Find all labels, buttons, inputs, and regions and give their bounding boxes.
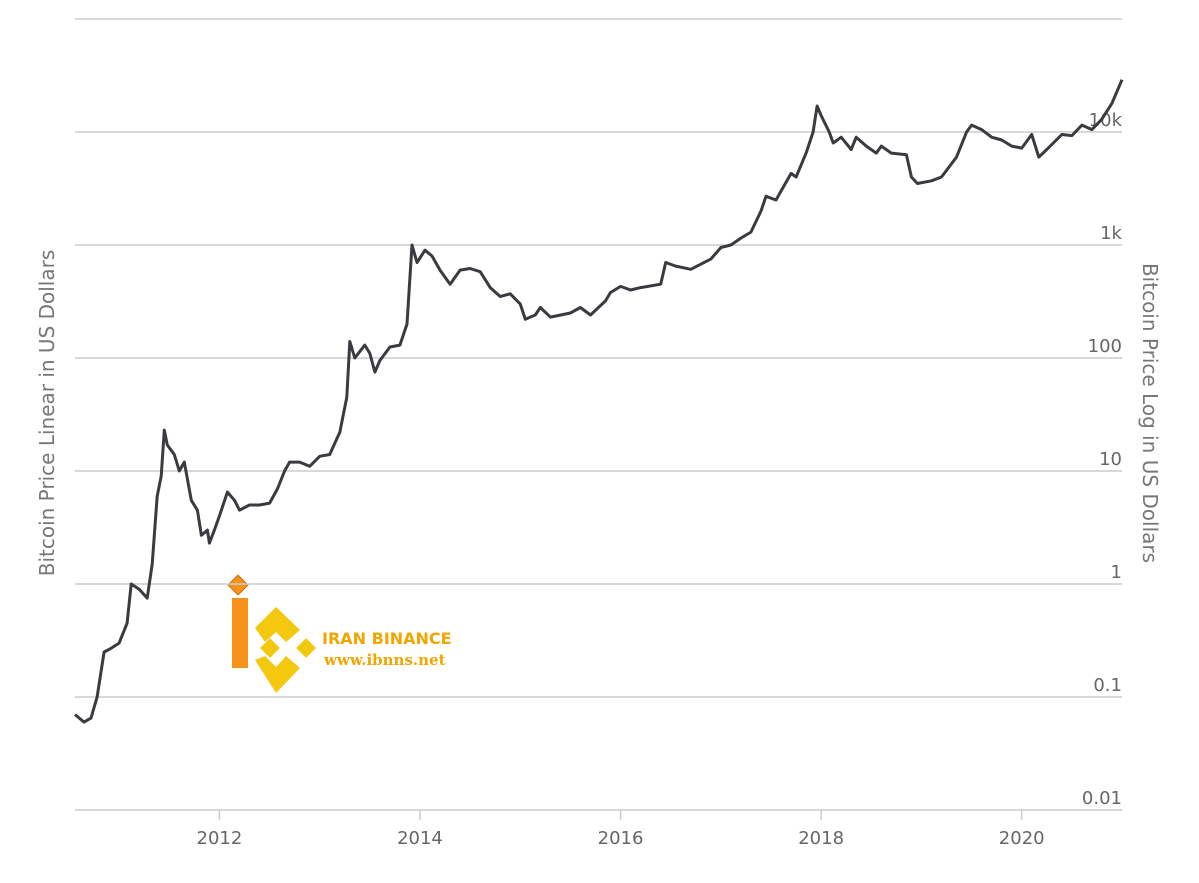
x-tick-label: 2020 [999, 828, 1045, 849]
x-tick-label: 2012 [197, 828, 243, 849]
y-tick-label: 1 [1111, 562, 1122, 583]
logo-shape [255, 656, 300, 693]
watermark: IRAN BINANCE www.ibnns.net [227, 574, 452, 693]
x-tick-label: 2016 [598, 828, 644, 849]
logo-bar [232, 598, 248, 668]
y-tick-label: 100 [1088, 336, 1122, 357]
y-tick-label: 0.1 [1093, 675, 1122, 696]
y2-axis-title: Bitcoin Price Log in US Dollars [1138, 263, 1162, 563]
y-axis-title: Bitcoin Price Linear in US Dollars [35, 250, 59, 577]
logo-shape [255, 607, 300, 642]
x-tick-label: 2014 [397, 828, 443, 849]
watermark-url: www.ibnns.net [323, 651, 446, 669]
y-tick-label: 1k [1100, 223, 1122, 244]
logo-shape [260, 638, 280, 658]
watermark-title: IRAN BINANCE [322, 629, 452, 648]
y-tick-label: 10 [1099, 449, 1122, 470]
x-tick-label: 2018 [798, 828, 844, 849]
y-tick-label: 0.01 [1082, 788, 1122, 809]
logo-diamond [227, 574, 249, 596]
price-line [74, 79, 1124, 724]
logo-shape [296, 638, 316, 658]
